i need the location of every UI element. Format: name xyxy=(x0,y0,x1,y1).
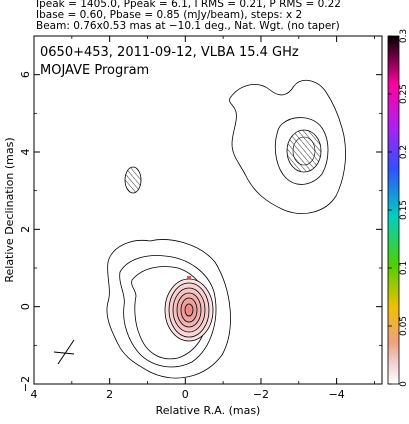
contour-inner-5 xyxy=(184,303,194,317)
y-tick-label: 0 xyxy=(19,303,32,310)
x-tick-label: 4 xyxy=(31,388,38,401)
header-line-3: Beam: 0.76x0.53 mas at −10.1 deg., Nat. … xyxy=(36,20,340,32)
peak-marker xyxy=(187,276,191,279)
y-tick-label: 2 xyxy=(19,226,32,233)
colorbar-tick-label: 0.1 xyxy=(399,261,409,275)
plot-subtitle: MOJAVE Program xyxy=(40,63,149,78)
y-tick-label: 6 xyxy=(19,71,32,78)
x-axis-ticks: 4 2 0 −2 −4 xyxy=(31,36,375,401)
colorbar-tick-label: 0.25 xyxy=(399,84,409,104)
knot-hatched xyxy=(286,129,322,173)
colorbar-tick-label: 0.3 xyxy=(399,29,409,43)
contour-outer-core xyxy=(106,239,231,379)
colorbar-tick-label: 0.15 xyxy=(399,200,409,220)
y-axis-label: Relative Declination (mas) xyxy=(3,137,16,282)
contour-inner-1 xyxy=(168,282,210,338)
x-axis-label: Relative R.A. (mas) xyxy=(156,404,261,417)
knot-small-hatched xyxy=(124,166,142,194)
y-tick-label: −2 xyxy=(19,376,32,392)
header-line-2: Ibase = 0.60, Pbase = 0.85 (mJy/beam), s… xyxy=(36,9,303,21)
contour-inner-3 xyxy=(176,292,202,328)
y-tick-label: 4 xyxy=(19,149,32,156)
contour-2 xyxy=(119,255,217,368)
colorbar-tick-label: 0.2 xyxy=(399,145,409,159)
x-tick-label: −4 xyxy=(328,388,344,401)
y-axis-ticks: −2 0 2 4 6 xyxy=(19,35,382,392)
x-tick-label: −2 xyxy=(253,388,269,401)
colorbar-ticks: 0 0.05 0.1 0.15 0.2 0.25 0.3 xyxy=(388,29,409,387)
contour-extended-outer xyxy=(229,79,346,214)
knot-contours xyxy=(124,79,346,214)
colorbar-tick-label: 0 xyxy=(399,381,409,387)
x-tick-label: 0 xyxy=(182,388,189,401)
plot-title: 0650+453, 2011-09-12, VLBA 15.4 GHz xyxy=(40,45,299,60)
core-contours xyxy=(106,239,231,379)
contour-extended-2 xyxy=(274,117,329,185)
knot-inner xyxy=(292,136,316,166)
header-line-1: Ipeak = 1405.0, Ppeak = 6.1, I RMS = 0.2… xyxy=(36,0,341,10)
beam-marker xyxy=(53,339,75,365)
contour-3 xyxy=(131,266,209,360)
plot-frame xyxy=(33,35,383,385)
x-tick-label: 2 xyxy=(106,388,113,401)
contour-inner-4 xyxy=(180,297,198,323)
contour-inner-2 xyxy=(172,287,206,333)
colorbar-tick-label: 0.05 xyxy=(399,316,409,336)
